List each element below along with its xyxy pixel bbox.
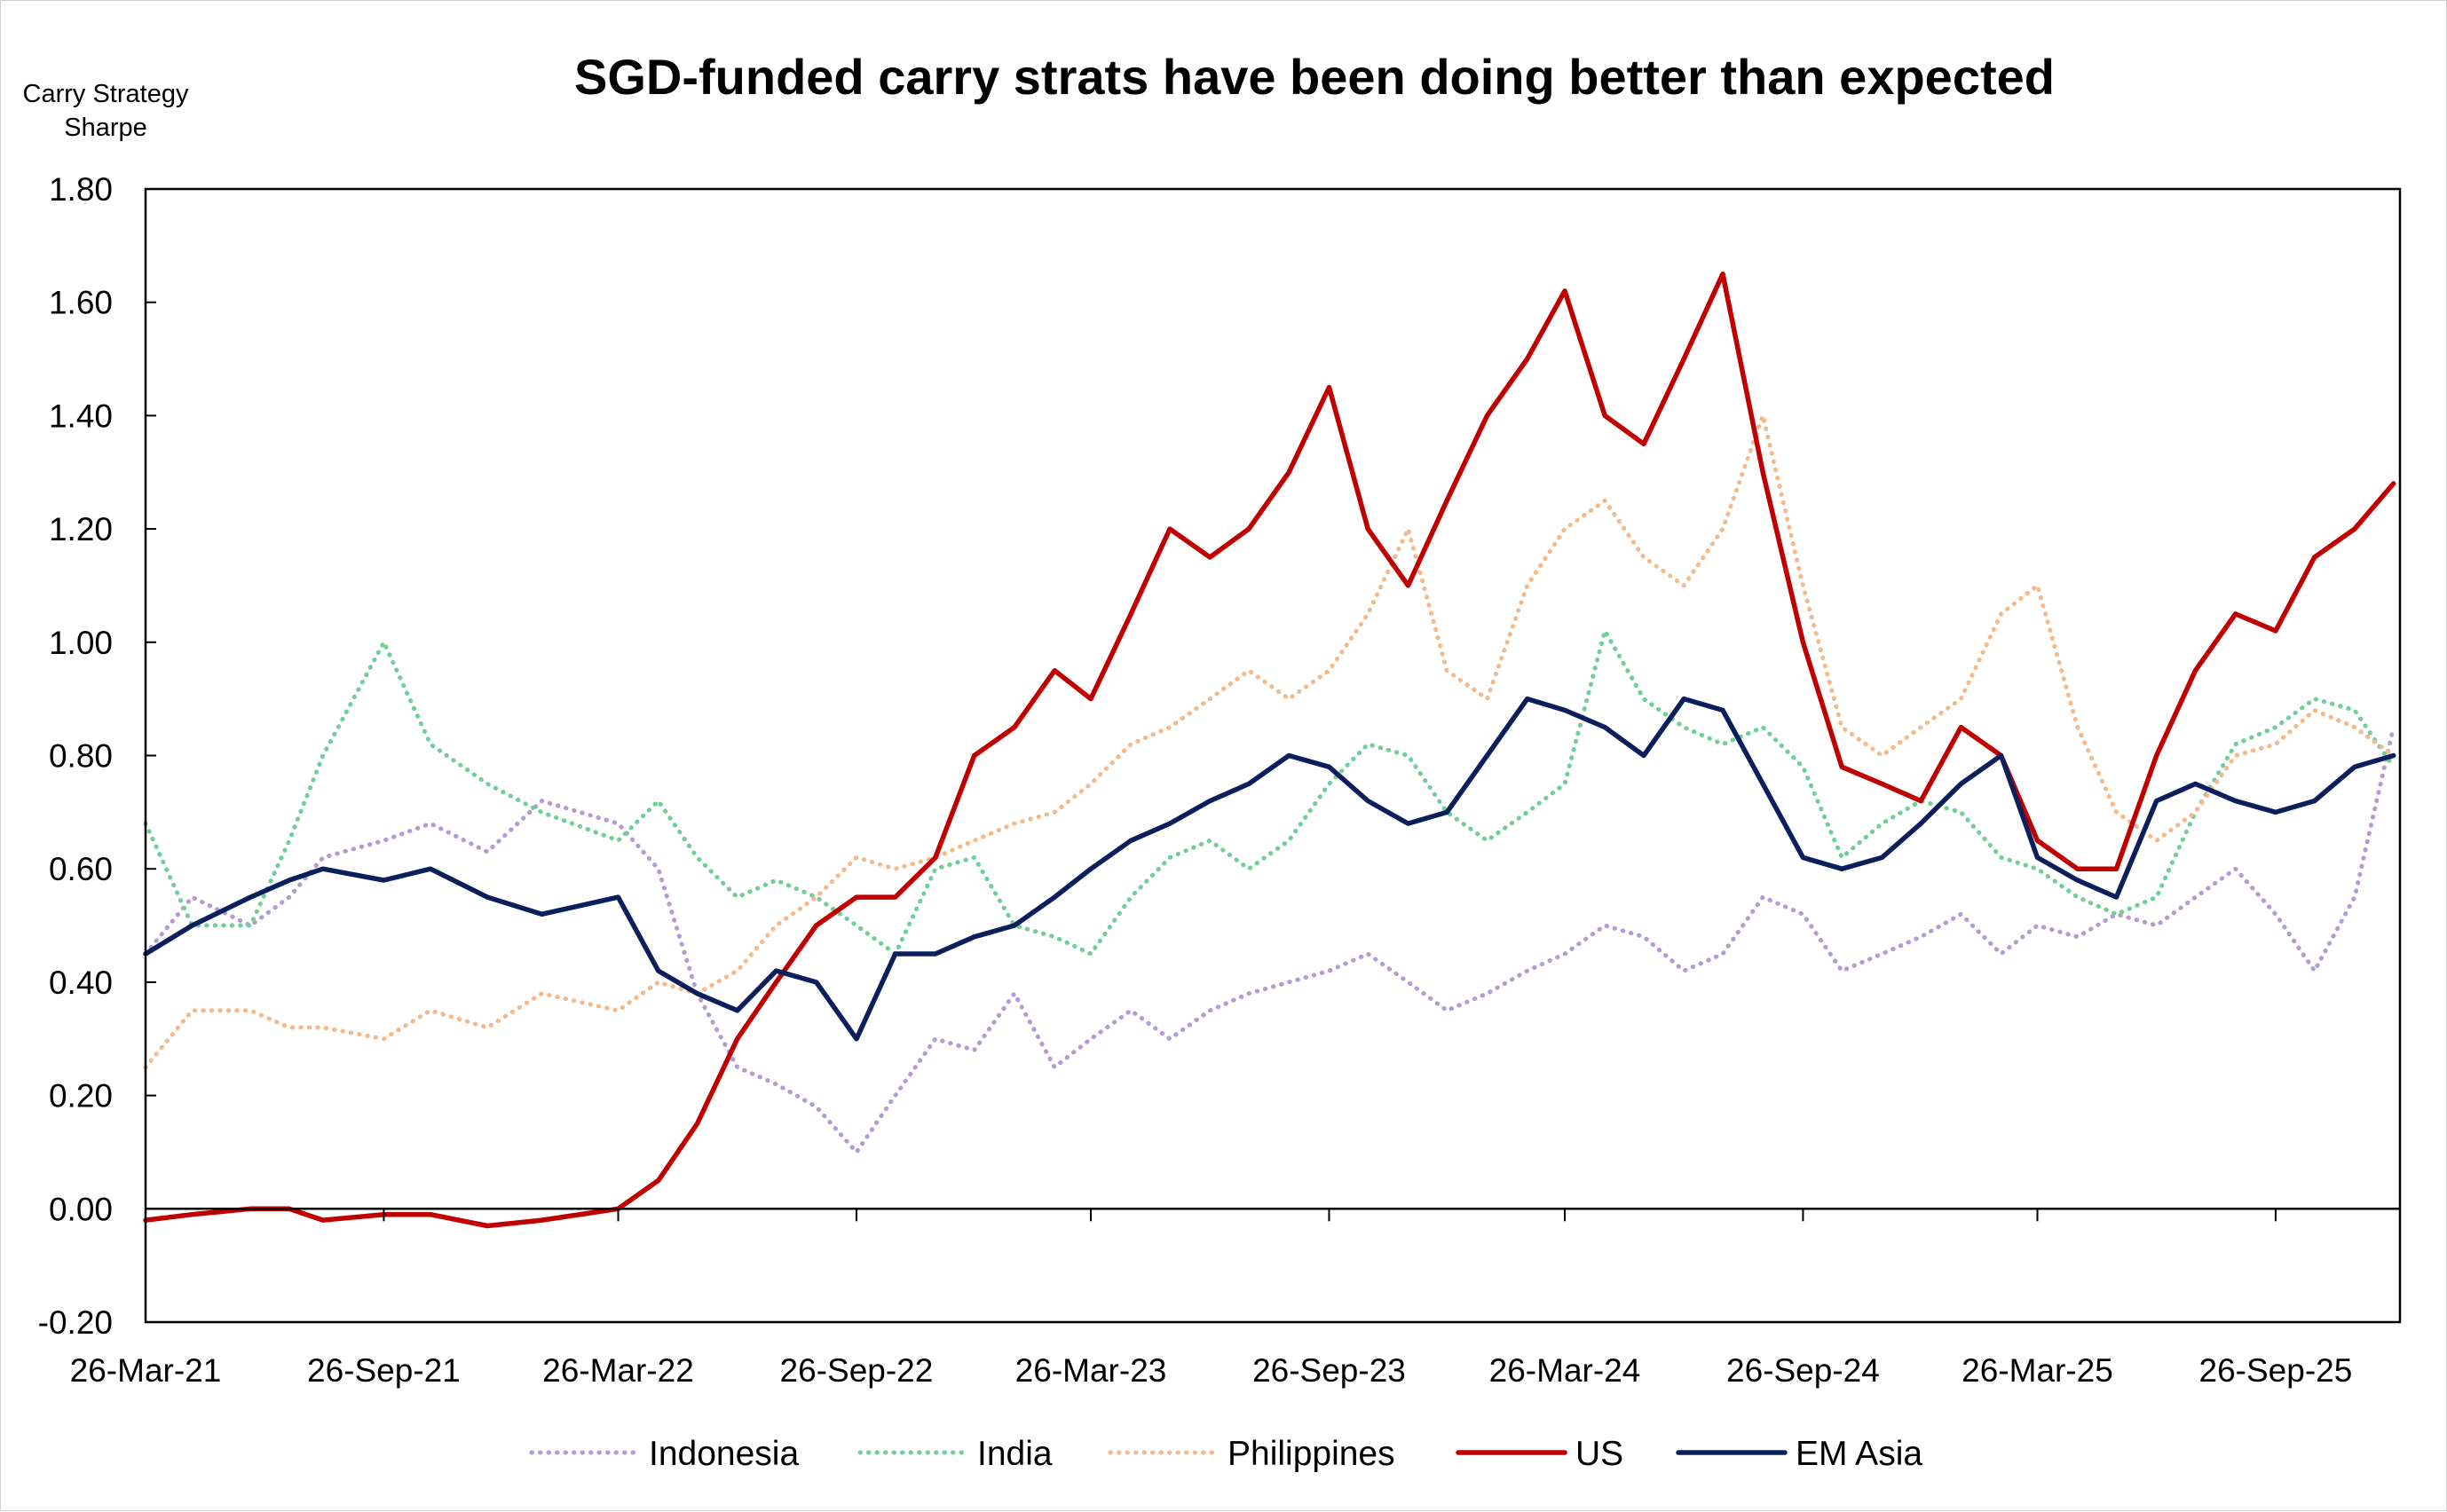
legend-label: Philippines [1227, 1435, 1395, 1473]
x-tick-label: 26-Mar-25 [1962, 1352, 2113, 1389]
y-tick-label: 0.00 [49, 1191, 113, 1227]
legend: Indonesia India Philippines US EM Asia [529, 1435, 1922, 1473]
legend-label: India [977, 1435, 1053, 1473]
y-axis-label-line-1: Carry Strategy [23, 80, 189, 108]
y-tick-label: 1.60 [49, 285, 113, 321]
series-line-india [143, 628, 2396, 957]
y-tick-label: 1.20 [49, 511, 113, 547]
x-tick-label: 26-Mar-23 [1015, 1352, 1167, 1389]
series-line-indonesia [143, 725, 2396, 1154]
series-line-philippines [143, 413, 2396, 1070]
chart-title: SGD-funded carry strats have been doing … [574, 49, 2055, 105]
series-group [143, 272, 2396, 1229]
series-line-em-asia [143, 696, 2396, 1042]
x-tick-label: 26-Sep-25 [2199, 1352, 2353, 1389]
x-tick-label: 26-Sep-22 [780, 1352, 934, 1389]
x-tick-label: 26-Mar-22 [542, 1352, 694, 1389]
y-tick-label: 0.80 [49, 738, 113, 775]
x-tick-label: 26-Mar-24 [1489, 1352, 1641, 1389]
legend-label: Indonesia [649, 1435, 799, 1473]
y-tick-label: 1.40 [49, 398, 113, 434]
y-tick-label: 0.40 [49, 965, 113, 1001]
x-tick-label: 26-Sep-21 [307, 1352, 461, 1389]
y-tick-label: 1.80 [49, 171, 113, 208]
plot-area-border [144, 187, 2402, 1324]
legend-label: US [1575, 1435, 1623, 1473]
y-tick-label: 1.00 [49, 625, 113, 661]
y-axis-label-line-2: Sharpe [64, 114, 147, 142]
y-tick-label: 0.20 [49, 1078, 113, 1114]
y-tick-label: 0.60 [49, 851, 113, 887]
y-tick-label: -0.20 [38, 1304, 113, 1341]
x-tick-label: 26-Sep-24 [1726, 1352, 1880, 1389]
series-line-us [143, 272, 2396, 1229]
x-tick-label: 26-Mar-21 [70, 1352, 222, 1389]
x-tick-label: 26-Sep-23 [1252, 1352, 1406, 1389]
axes-group: -0.20 0.00 0.20 0.40 0.60 0.80 1.00 1.20 1.40 1.6… [38, 171, 2402, 1389]
legend-label: EM Asia [1796, 1435, 1922, 1473]
